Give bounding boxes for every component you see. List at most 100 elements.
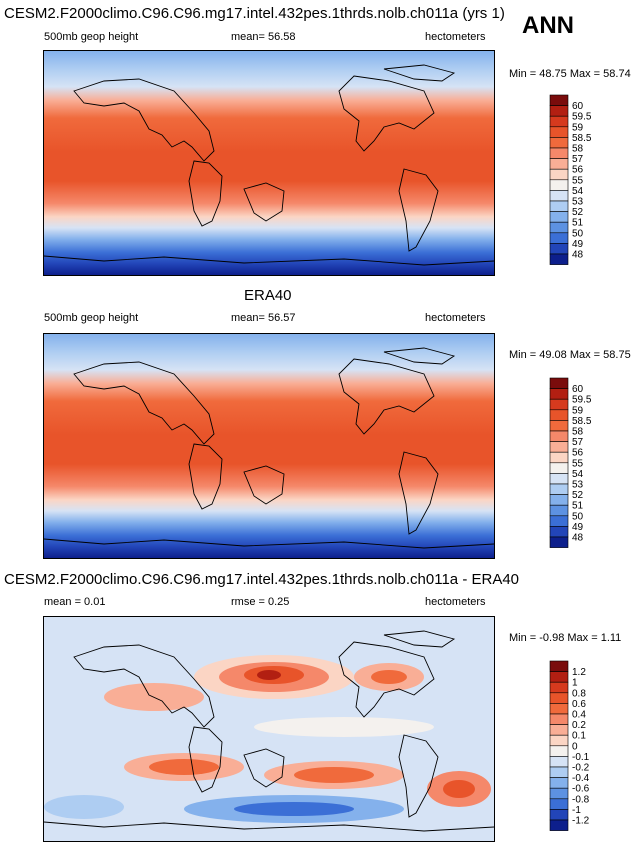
colorbar-3-swatch (549, 660, 569, 672)
colorbar-2-swatch (549, 494, 569, 506)
colorbar-2-tick-label: 49 (572, 522, 584, 533)
colorbar-2-swatch (549, 409, 569, 421)
colorbar-2-swatch (549, 504, 569, 517)
colorbar-3-tick-label: -0.8 (572, 794, 590, 805)
colorbar-3-swatch (549, 724, 569, 736)
panel-3-rmse-label: rmse = 0.25 (231, 596, 290, 608)
panel-3-title: CESM2.F2000climo.C96.C96.mg17.intel.432p… (4, 571, 520, 588)
colorbar-3-swatch (549, 734, 569, 747)
colorbar-1-swatch (549, 158, 569, 170)
colorbar-1-tick-label: 58 (572, 144, 584, 155)
colorbar-1-tick-label: 53 (572, 197, 584, 208)
panel-3-units-label: hectometers (425, 596, 486, 608)
colorbar-3-swatch (549, 809, 569, 821)
season-label: ANN (522, 12, 574, 39)
panel-2-units-label: hectometers (425, 312, 486, 324)
colorbar-1-swatch (549, 211, 569, 223)
panel-2-map (43, 333, 495, 559)
colorbar-1-tick-label: 57 (572, 154, 584, 165)
colorbar-1-tick-label: 49 (572, 239, 584, 250)
colorbar-2-swatch (549, 441, 569, 453)
colorbar-2-tick-label: 58.5 (572, 416, 592, 427)
panel-1-units-label: hectometers (425, 31, 486, 43)
colorbar-3-swatch (549, 681, 569, 694)
colorbar-3-swatch (549, 766, 569, 778)
colorbar-1-tick-label: 59.5 (572, 112, 592, 123)
panel-3-minmax: Min = -0.98 Max = 1.11 (509, 632, 622, 644)
colorbar-3-tick-label: -0.1 (572, 752, 590, 763)
colorbar-3-swatch (549, 819, 569, 831)
panel-3-coastlines (44, 630, 494, 832)
colorbar-1-swatch (549, 200, 569, 212)
colorbar-2-swatch (549, 377, 569, 389)
colorbar-3-tick-label: 0.2 (572, 720, 586, 731)
colorbar-2-tick-label: 58 (572, 427, 584, 438)
colorbar-2-swatch (549, 420, 569, 432)
colorbar-1-tick-label: 55 (572, 175, 584, 186)
colorbar-3-tick-label: 0.1 (572, 731, 586, 742)
colorbar-3-tick-label: -0.6 (572, 784, 590, 795)
colorbar-3-tick-label: 1.2 (572, 667, 586, 678)
colorbar-2-tick-label: 60 (572, 384, 584, 395)
panel-1-colorbar: 60 59.5 59 58.5 58 57 56 55 54 53 52 51 50 49 48 (549, 94, 610, 273)
colorbar-1-swatch (549, 115, 569, 128)
colorbar-2-tick-label: 53 (572, 480, 584, 491)
colorbar-2-tick-label: 59 (572, 405, 584, 416)
colorbar-1-tick-label: 60 (572, 101, 584, 112)
panel-2-minmax: Min = 49.08 Max = 58.75 (509, 349, 631, 361)
colorbar-1-tick-label: 50 (572, 228, 584, 239)
colorbar-2-tick-label: 59.5 (572, 395, 592, 406)
colorbar-2-swatch (549, 536, 569, 548)
colorbar-3-swatch (549, 713, 569, 725)
panel-1-map (43, 50, 495, 276)
colorbar-1-swatch (549, 190, 569, 202)
colorbar-1-swatch (549, 243, 569, 255)
colorbar-2-swatch (549, 473, 569, 485)
colorbar-1-tick-label: 56 (572, 165, 584, 176)
panel-2-coastlines (44, 347, 494, 549)
colorbar-3-tick-label: 0 (572, 741, 578, 752)
panel-1-minmax: Min = 48.75 Max = 58.74 (509, 68, 631, 80)
colorbar-1-swatch (549, 94, 569, 106)
panel-3-colorbar: 1.2 1 0.8 0.6 0.4 0.2 0.1 0 -0.1 -0.2 -0.4 -0.6 -0.8… (549, 660, 610, 839)
colorbar-3-tick-label: -1.2 (572, 816, 590, 827)
colorbar-3-swatch (549, 798, 569, 810)
colorbar-2-tick-label: 51 (572, 501, 584, 512)
colorbar-1-swatch (549, 137, 569, 149)
colorbar-3-swatch (549, 703, 569, 715)
panel-2-colorbar: 60 59.5 59 58.5 58 57 56 55 54 53 52 51 50 49 48 (549, 377, 610, 556)
colorbar-1-swatch (549, 126, 569, 138)
colorbar-1-swatch (549, 147, 569, 159)
colorbar-2-swatch (549, 515, 569, 527)
colorbar-1-swatch (549, 105, 569, 117)
colorbar-1-swatch (549, 232, 569, 244)
colorbar-3-swatch (549, 756, 569, 768)
panel-1-variable-label: 500mb geop height (44, 31, 139, 43)
colorbar-1-tick-label: 51 (572, 218, 584, 229)
colorbar-3-tick-label: 0.6 (572, 699, 586, 710)
colorbar-1-tick-label: 59 (572, 122, 584, 133)
colorbar-3-tick-label: -0.4 (572, 773, 590, 784)
panel-2-title: ERA40 (244, 287, 292, 304)
colorbar-2-tick-label: 56 (572, 448, 584, 459)
colorbar-3-swatch (549, 671, 569, 683)
colorbar-1-swatch (549, 221, 569, 234)
colorbar-2-tick-label: 55 (572, 458, 584, 469)
colorbar-2-tick-label: 50 (572, 511, 584, 522)
colorbar-1-swatch (549, 179, 569, 191)
colorbar-1-swatch (549, 168, 569, 181)
panel-1-mean-label: mean= 56.58 (231, 31, 296, 43)
colorbar-3-tick-label: 0.4 (572, 710, 586, 721)
panel-1-title: CESM2.F2000climo.C96.C96.mg17.intel.432p… (4, 5, 505, 22)
colorbar-2-swatch (549, 388, 569, 400)
colorbar-1-tick-label: 54 (572, 186, 584, 197)
colorbar-2-swatch (549, 430, 569, 442)
colorbar-1-tick-label: 52 (572, 207, 584, 218)
colorbar-3-tick-label: 0.8 (572, 688, 586, 699)
colorbar-3-swatch (549, 692, 569, 704)
colorbar-1-tick-label: 48 (572, 250, 584, 261)
panel-3-mean-label: mean = 0.01 (44, 596, 106, 608)
colorbar-2-tick-label: 54 (572, 469, 584, 480)
colorbar-2-swatch (549, 483, 569, 495)
colorbar-2-tick-label: 57 (572, 437, 584, 448)
